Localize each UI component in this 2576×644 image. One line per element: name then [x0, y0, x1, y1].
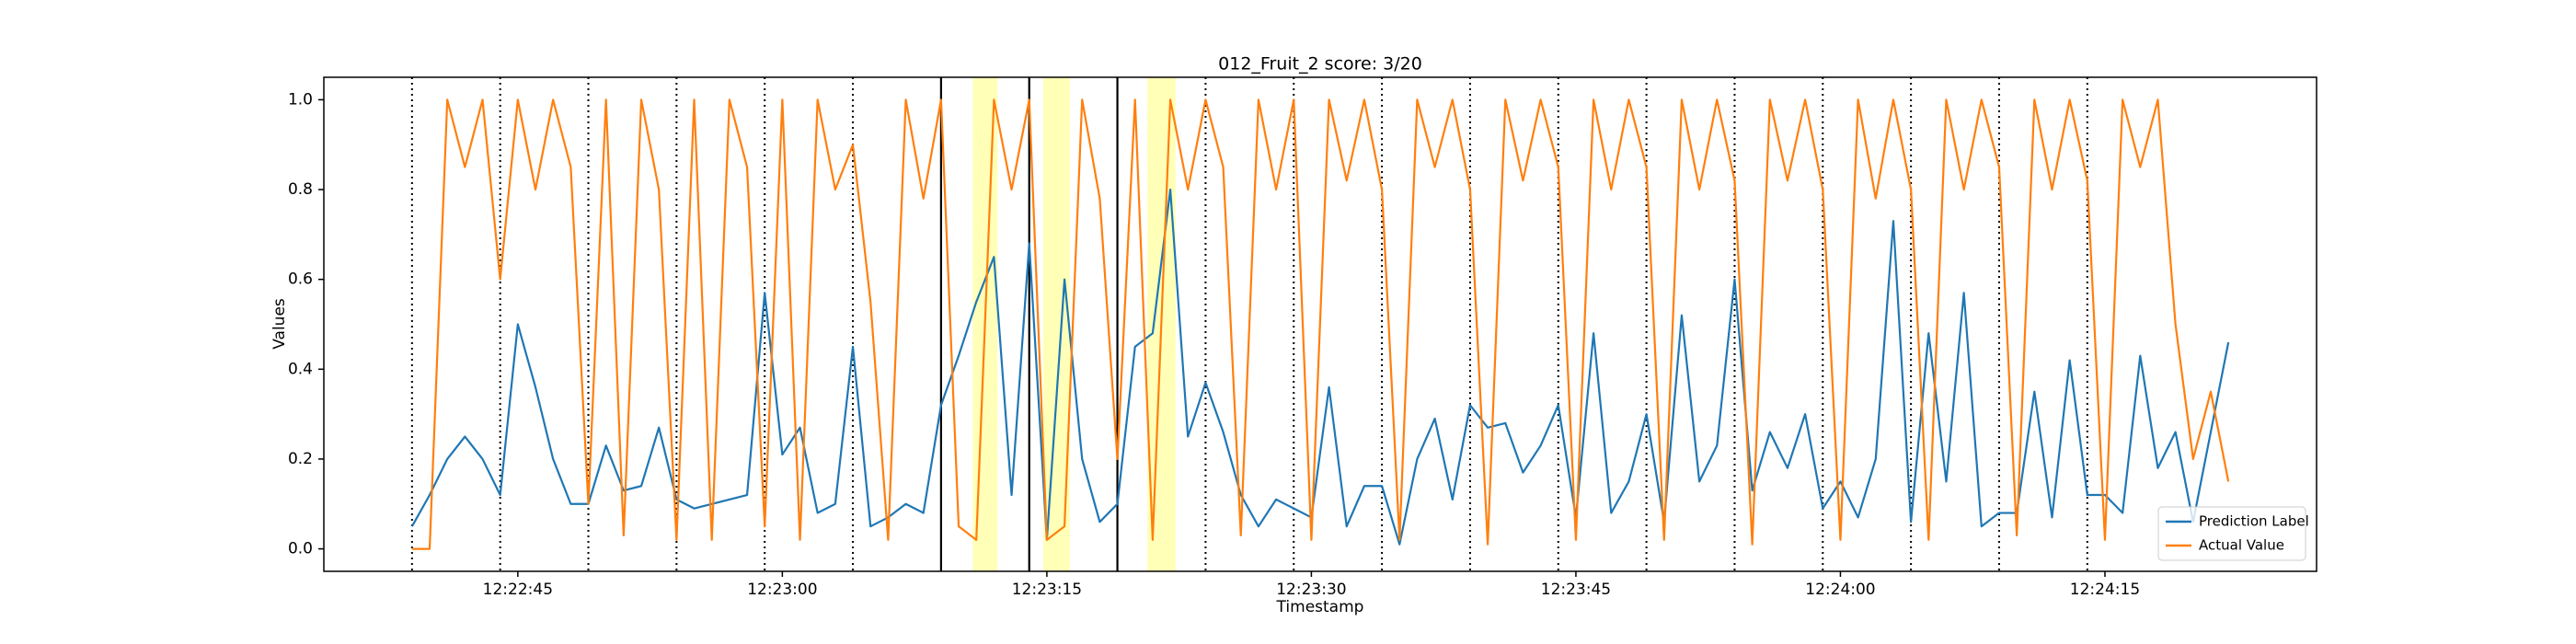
x-tick-label: 12:22:45: [483, 581, 553, 599]
x-tick-label: 12:23:15: [1012, 581, 1082, 599]
y-tick-label: 0.2: [288, 450, 313, 468]
y-tick-label: 0.4: [288, 360, 313, 378]
y-tick-label: 1.0: [288, 90, 313, 109]
legend-label: Prediction Label: [2199, 513, 2309, 530]
y-tick-label: 0.0: [288, 540, 313, 558]
series-line: [411, 98, 2230, 550]
chart-title: 012_Fruit_2 score: 3/20: [1218, 54, 1422, 75]
x-tick-label: 12:23:30: [1276, 581, 1346, 599]
x-tick-label: 12:24:00: [1805, 581, 1875, 599]
legend-label: Actual Value: [2199, 537, 2284, 554]
legend-box: [2157, 506, 2306, 561]
plot-frame: [323, 76, 2317, 572]
x-tick-label: 12:23:00: [747, 581, 817, 599]
x-axis-label: Timestamp: [1276, 598, 1364, 616]
x-tick-label: 12:23:45: [1541, 581, 1611, 599]
y-axis-label: Values: [270, 298, 289, 350]
y-tick-label: 0.8: [288, 180, 313, 199]
series-line: [410, 188, 2230, 546]
legend: Prediction Label Actual Value: [2157, 506, 2309, 561]
x-tick-label: 12:24:15: [2070, 581, 2140, 599]
y-tick-label: 0.6: [288, 270, 313, 289]
